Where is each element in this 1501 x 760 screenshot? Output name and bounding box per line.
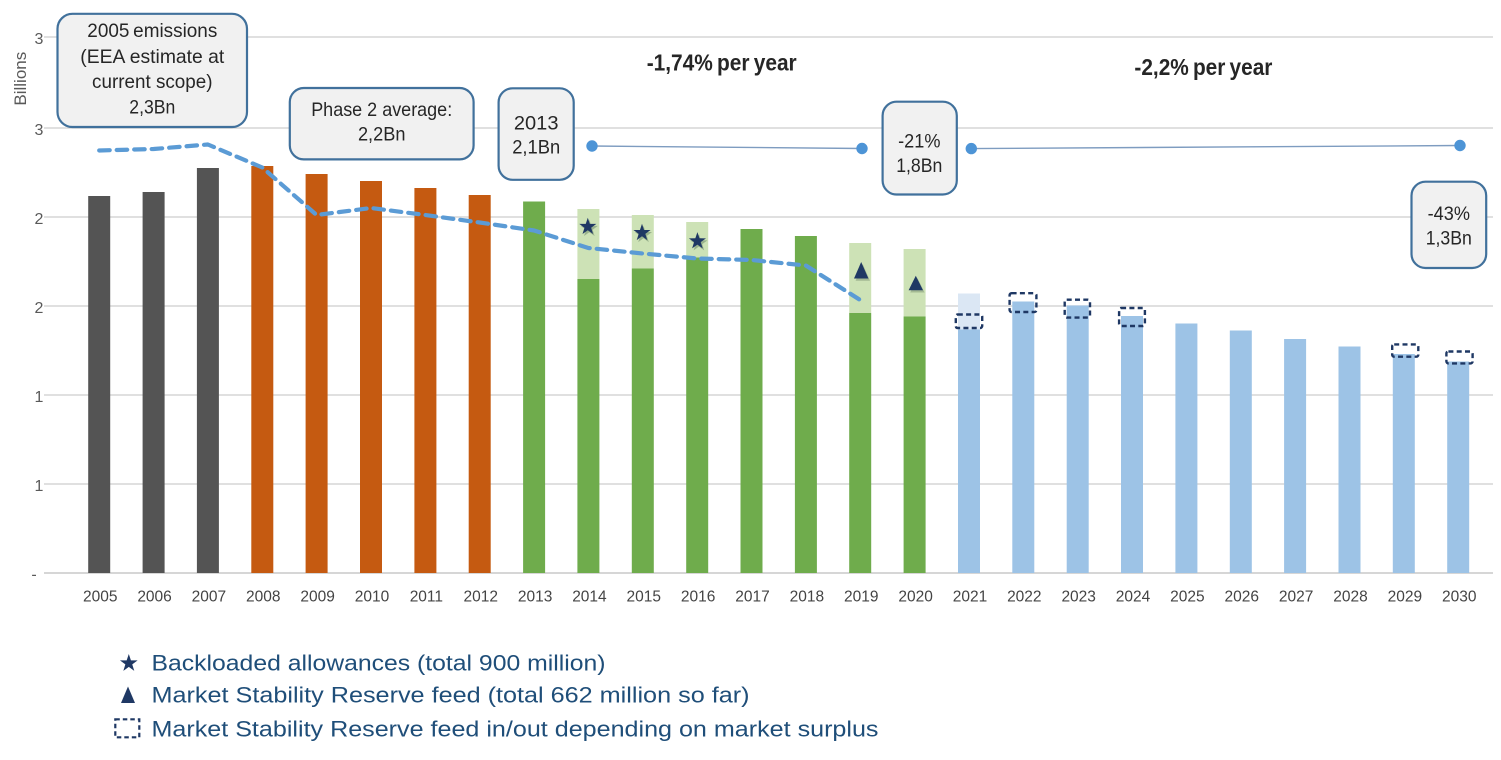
svg-text:2025: 2025	[1170, 589, 1204, 606]
svg-text:2008: 2008	[246, 589, 280, 606]
svg-text:Backloaded allowances (total 9: Backloaded allowances (total 900 million…	[152, 651, 606, 676]
svg-text:2016: 2016	[681, 589, 715, 606]
svg-text:-43%: -43%	[1428, 203, 1470, 225]
svg-text:2024: 2024	[1116, 589, 1151, 606]
svg-text:2020: 2020	[898, 589, 933, 606]
svg-text:2019: 2019	[844, 589, 878, 606]
svg-text:current scope): current scope)	[92, 71, 213, 93]
svg-text:2028: 2028	[1333, 589, 1367, 606]
svg-text:2: 2	[35, 211, 44, 228]
svg-text:1: 1	[35, 478, 44, 495]
svg-text:2011: 2011	[410, 589, 443, 606]
svg-text:2027: 2027	[1279, 589, 1313, 606]
svg-text:2014: 2014	[572, 589, 607, 606]
svg-text:2023: 2023	[1061, 589, 1095, 606]
svg-text:1,3Bn: 1,3Bn	[1426, 228, 1472, 250]
svg-text:2021: 2021	[953, 589, 987, 606]
svg-text:2022: 2022	[1007, 589, 1041, 606]
svg-text:2030: 2030	[1442, 589, 1477, 606]
svg-text:2009: 2009	[300, 589, 334, 606]
svg-text:2006: 2006	[137, 589, 171, 606]
svg-text:2013: 2013	[514, 113, 559, 135]
svg-text:2013: 2013	[518, 589, 552, 606]
svg-text:2010: 2010	[355, 589, 390, 606]
svg-text:Market Stability Reserve feed: Market Stability Reserve feed in/out dep…	[152, 717, 879, 742]
svg-text:3: 3	[35, 122, 44, 139]
svg-text:-: -	[31, 566, 36, 583]
svg-text:1: 1	[35, 389, 44, 406]
svg-text:2026: 2026	[1225, 589, 1259, 606]
svg-text:3: 3	[35, 31, 44, 48]
svg-text:1,8Bn: 1,8Bn	[896, 155, 942, 177]
svg-text:2,3Bn: 2,3Bn	[129, 97, 175, 119]
svg-text:2007: 2007	[192, 589, 226, 606]
svg-text:(EEA estimate at: (EEA estimate at	[80, 46, 225, 68]
svg-text:2,1Bn: 2,1Bn	[512, 137, 560, 159]
svg-text:2018: 2018	[790, 589, 824, 606]
svg-text:-1,74% per year: -1,74% per year	[647, 50, 797, 76]
svg-text:-21%: -21%	[898, 131, 940, 153]
svg-text:Market Stability Reserve feed: Market Stability Reserve feed (total 662…	[152, 683, 750, 708]
svg-text:2: 2	[35, 300, 44, 317]
svg-text:-2,2% per year: -2,2% per year	[1134, 54, 1272, 80]
svg-text:2012: 2012	[463, 589, 497, 606]
svg-text:2015: 2015	[627, 589, 661, 606]
svg-text:2,2Bn: 2,2Bn	[358, 123, 406, 145]
svg-text:2005 emissions: 2005 emissions	[87, 20, 217, 42]
svg-text:Phase 2 average:: Phase 2 average:	[311, 99, 452, 121]
svg-text:2017: 2017	[735, 589, 769, 606]
svg-text:Billions: Billions	[11, 52, 30, 106]
svg-text:2029: 2029	[1388, 589, 1422, 606]
svg-text:2005: 2005	[83, 589, 117, 606]
